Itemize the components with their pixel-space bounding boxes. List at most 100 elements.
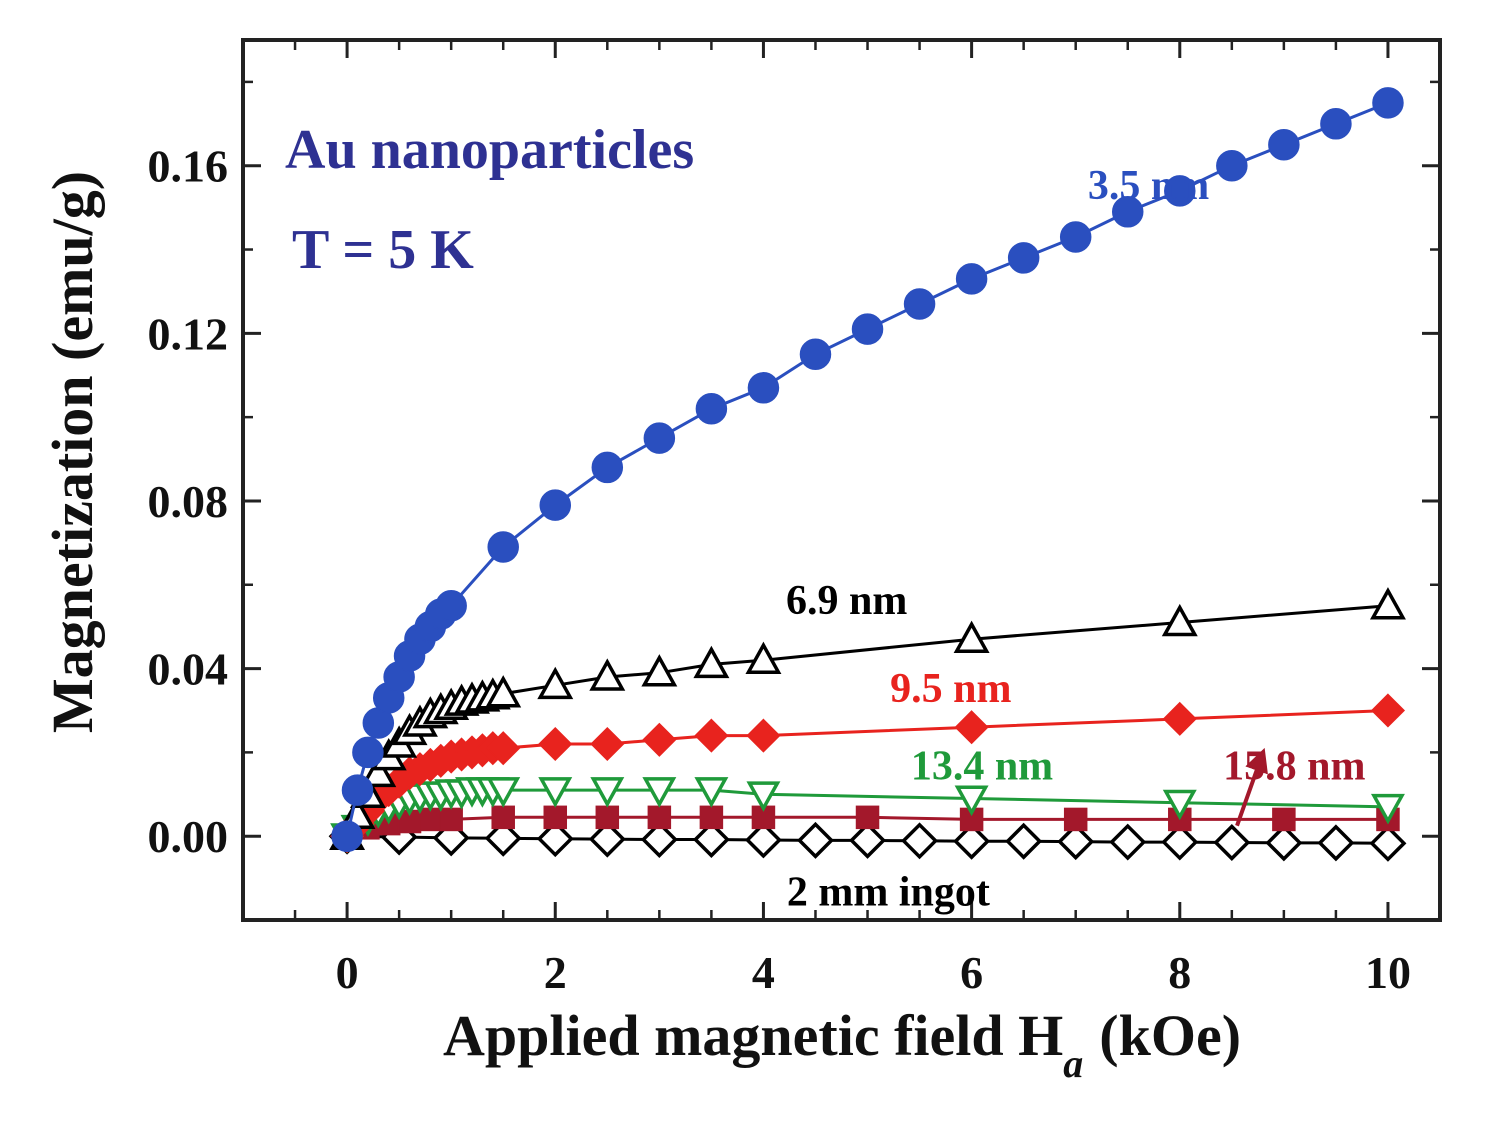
chart-subtitle: T = 5 K [292,219,474,281]
x-tick-label: 0 [336,947,359,998]
data-point-3-5-nm [341,774,374,806]
data-point-3-5-nm [1111,196,1144,228]
data-point-3-5-nm [851,313,884,345]
data-point-6-9-nm [693,645,730,679]
data-point-15-8-nm [1063,807,1088,832]
data-point-2-mm-ingot [901,822,939,860]
x-tick-label: 10 [1365,947,1411,998]
data-point-2-mm-ingot [797,821,834,859]
data-point-3-5-nm [955,263,988,295]
data-point-2-mm-ingot [1369,824,1407,862]
data-point-3-5-nm [487,531,519,563]
data-point-6-9-nm [589,658,626,691]
data-point-6-9-nm [953,620,990,653]
data-point-15-8-nm [647,805,672,830]
data-point-3-5-nm [435,589,467,622]
data-point-3-5-nm [643,422,676,454]
axis-ticks: 0 2 4 6 8 10 0.00 0.04 0.08 0.12 0.16 [148,40,1442,998]
data-point-13-4-nm [486,777,521,808]
data-point-6-9-nm [641,654,678,687]
data-point-2-mm-ingot [744,821,782,859]
x-axis-label-unit: (kOe) [1099,1003,1241,1068]
data-point-13-4-nm [694,777,729,808]
data-point-9-5-nm [1370,693,1406,728]
y-tick-label: 0.16 [148,141,229,192]
data-point-13-4-nm [1162,789,1197,821]
data-point-2-mm-ingot [1265,824,1303,862]
y-tick-label: 0.04 [148,644,229,695]
data-point-6-9-nm [360,754,397,788]
data-point-2-mm-ingot [692,821,730,859]
data-point-15-8-nm [595,805,620,830]
data-point-3-5-nm [695,393,728,425]
data-point-2-mm-ingot [536,820,574,858]
y-tick-label: 0.00 [148,811,229,862]
series-label-9-5-nm: 9.5 nm [890,666,1011,712]
data-point-9-5-nm [538,726,573,762]
data-point-2-mm-ingot [1109,823,1147,861]
data-point-9-5-nm [642,722,677,757]
data-point-13-4-nm [954,785,989,817]
data-point-3-5-nm [591,451,624,484]
series-labels: 3.5 nm 6.9 nm 9.5 nm 13.4 nm 15.8 nm 2 mm ing… [786,163,1365,915]
data-point-9-5-nm [746,718,781,753]
x-tick-label: 2 [544,947,567,998]
data-point-3-5-nm [1059,221,1092,253]
data-point-3-5-nm [1268,129,1300,161]
data-point-3-5-nm [1216,149,1248,182]
data-point-15-8-nm [491,805,515,830]
data-point-3-5-nm [747,372,780,404]
x-axis-label-main: Applied magnetic field H [443,1003,1063,1068]
data-point-2-mm-ingot [1057,823,1095,861]
plot-frame [241,38,1442,922]
series-6-9-nm [329,587,1406,850]
data-point-3-5-nm [331,820,363,852]
data-point-15-8-nm [543,805,568,830]
x-tick-label: 8 [1168,947,1191,998]
data-point-13-4-nm [1370,793,1405,825]
data-point-6-9-nm [1161,603,1198,637]
data-point-15-8-nm [439,807,463,832]
data-point-2-mm-ingot [640,821,678,859]
data-point-3-5-nm [1164,175,1196,207]
series-label-3-5-nm: 3.5 nm [1088,163,1209,209]
data-point-2-mm-ingot [953,822,991,860]
data-point-6-9-nm [485,675,522,708]
data-point-3-5-nm [352,736,384,769]
series-layer [328,87,1407,862]
annotation-arrow [1235,747,1268,827]
y-tick-label: 0.12 [148,308,229,359]
data-point-2-mm-ingot [1005,822,1043,860]
data-point-2-mm-ingot [1213,824,1251,861]
x-axis-label-subscript: a [1063,1041,1083,1086]
series-line-3-5-nm [345,101,1389,837]
data-point-9-5-nm [694,718,729,753]
chart-title: Au nanoparticles [285,119,694,181]
data-point-6-9-nm [537,666,574,700]
data-point-9-5-nm [1162,701,1197,736]
data-point-3-5-nm [1372,87,1404,119]
series-3-5-nm [331,87,1404,852]
data-point-13-4-nm [642,777,677,808]
data-point-6-9-nm [745,641,782,674]
data-point-2-mm-ingot [1317,824,1355,862]
y-axis-label: Magnetization (emu/g) [40,171,105,733]
data-point-9-5-nm [486,731,521,766]
series-2-mm-ingot [328,817,1407,862]
data-point-13-4-nm [746,781,781,812]
data-point-3-5-nm [799,338,832,371]
x-axis-label: Applied magnetic field Ha (kOe) [443,1003,1241,1086]
data-point-3-5-nm [903,288,936,320]
data-point-3-5-nm [1320,108,1352,140]
data-point-9-5-nm [590,726,625,762]
series-label-13-4-nm: 13.4 nm [911,744,1053,790]
data-point-2-mm-ingot [1161,823,1199,861]
data-point-15-8-nm [855,805,880,830]
data-point-2-mm-ingot [588,820,626,858]
data-point-3-5-nm [539,489,572,521]
series-label-2-mm-ingot: 2 mm ingot [787,869,990,915]
data-point-3-5-nm [1007,242,1040,274]
data-point-2-mm-ingot [484,819,522,857]
data-point-9-5-nm [954,710,989,745]
